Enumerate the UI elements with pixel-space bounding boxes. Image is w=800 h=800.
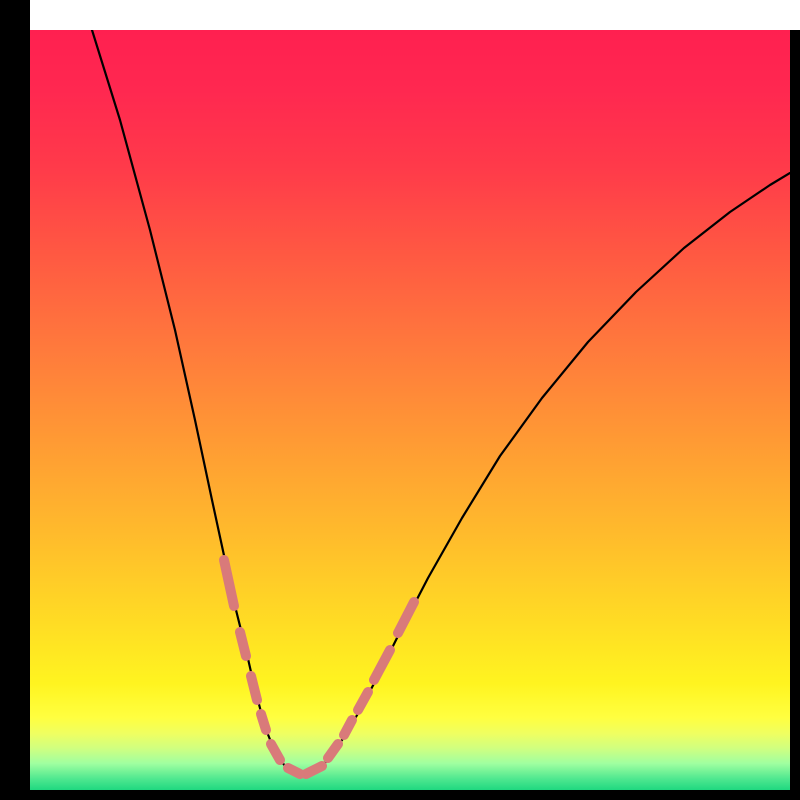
chart-root: TheBottleneck.com	[0, 0, 800, 800]
chart-svg	[0, 0, 800, 800]
plot-gradient-bg	[30, 30, 790, 790]
